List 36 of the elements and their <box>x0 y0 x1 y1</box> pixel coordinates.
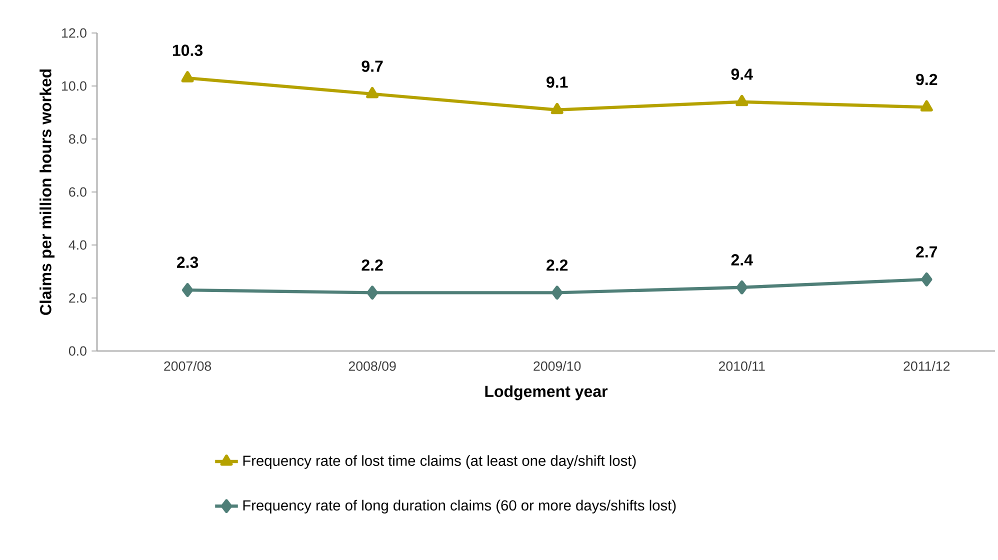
data-label: 9.7 <box>362 60 383 72</box>
y-axis-title: Claims per million hours worked <box>40 69 55 315</box>
point <box>921 272 932 286</box>
data-label: 2.3 <box>176 256 198 268</box>
data-label: 10.3 <box>172 44 203 56</box>
data-label: 2.4 <box>731 254 753 266</box>
point <box>550 102 564 114</box>
point <box>366 286 378 300</box>
data-label: 9.2 <box>916 74 938 86</box>
y-tick-label: 4.0 <box>68 240 86 250</box>
x-tick-label: 2007/08 <box>164 361 212 371</box>
legend-label: Frequency rate of long duration claims (60 or more days/shifts lost) <box>243 500 676 514</box>
data-label: 2.2 <box>362 259 383 271</box>
x-axis-title: Lodgement year <box>485 385 608 400</box>
y-tick-label: 0.0 <box>68 346 86 356</box>
x-tick-label: 2010/11 <box>718 361 765 371</box>
y-tick-label: 12.0 <box>62 28 86 38</box>
data-label: 9.4 <box>731 68 753 80</box>
legend-label: Frequency rate of lost time claims (at least one day/shift lost) <box>243 455 636 469</box>
point <box>736 280 748 294</box>
point <box>366 87 379 98</box>
point <box>736 94 748 106</box>
x-tick-label: 2008/09 <box>348 361 396 371</box>
y-tick-label: 6.0 <box>69 187 86 197</box>
point <box>181 71 194 82</box>
data-label: 2.7 <box>916 246 938 258</box>
x-tick-label: 2009/10 <box>534 361 581 371</box>
y-tick-label: 10.0 <box>62 81 86 91</box>
y-tick-label: 2.0 <box>69 293 86 303</box>
x-tick-label: 2011/12 <box>904 361 950 371</box>
y-tick-label: 8.0 <box>69 134 86 144</box>
point <box>551 286 563 300</box>
data-label: 2.2 <box>546 259 568 271</box>
data-label: 9.1 <box>546 76 568 88</box>
point <box>920 100 933 112</box>
point <box>182 283 194 297</box>
